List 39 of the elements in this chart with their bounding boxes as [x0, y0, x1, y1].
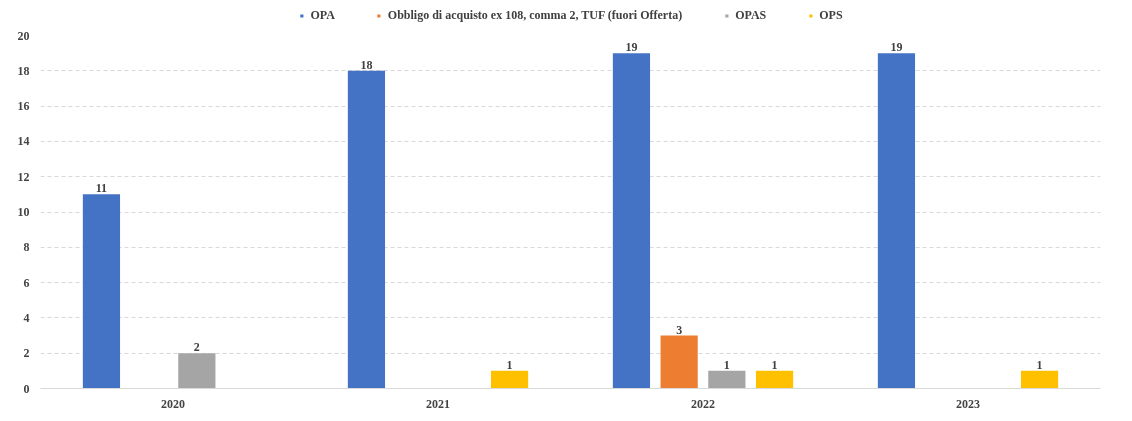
legend-label: OPA [310, 7, 335, 23]
bar [877, 53, 916, 389]
bar [347, 70, 386, 389]
bar [612, 53, 651, 389]
legend-label: OPS [819, 7, 843, 23]
bar [1020, 370, 1059, 389]
data-label: 1 [771, 357, 778, 372]
data-label: 1 [1036, 357, 1043, 372]
y-tick-label: 14 [17, 134, 30, 149]
bar [490, 370, 529, 389]
legend-label: Obbligo di acquisto ex 108, comma 2, TUF (fuori Offerta) [387, 7, 683, 23]
x-tick-label: 2022 [691, 396, 715, 411]
data-label: 19 [890, 40, 903, 55]
bar [178, 353, 216, 389]
data-label: 11 [95, 181, 108, 196]
data-label: 3 [676, 322, 683, 337]
x-tick-label: 2023 [956, 396, 980, 411]
y-tick-label: 6 [23, 275, 30, 290]
data-label: 1 [723, 357, 730, 372]
y-tick-label: 0 [23, 381, 30, 396]
y-tick-label: 2 [23, 346, 30, 361]
y-tick-label: 20 [17, 28, 30, 43]
bar [708, 370, 746, 389]
bar [755, 370, 794, 389]
y-tick-label: 18 [17, 63, 30, 78]
y-tick-label: 16 [17, 99, 30, 114]
y-tick-label: 8 [23, 240, 30, 255]
x-tick-label: 2021 [426, 396, 450, 411]
y-tick-label: 12 [17, 169, 30, 184]
data-label: 18 [360, 57, 373, 72]
legend-label: OPAS [735, 7, 767, 23]
bar [82, 194, 121, 389]
x-tick-label: 2020 [161, 396, 185, 411]
y-tick-label: 4 [23, 310, 30, 325]
bar [660, 335, 698, 389]
data-label: 19 [625, 40, 638, 55]
y-tick-label: 10 [17, 205, 30, 219]
data-label: 2 [193, 340, 200, 355]
data-label: 1 [506, 357, 513, 372]
